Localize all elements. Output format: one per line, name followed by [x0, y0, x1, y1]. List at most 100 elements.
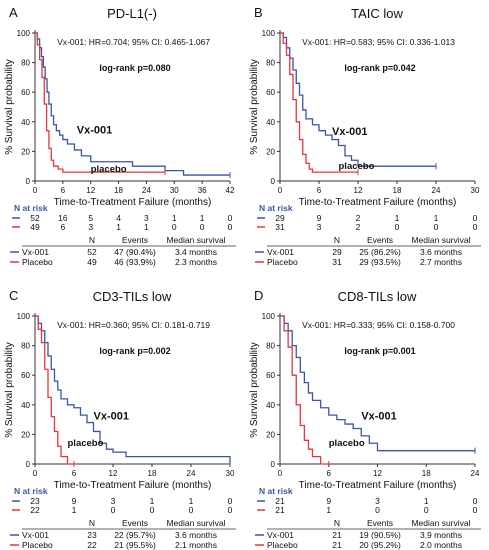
vx001-curve-label: Vx-001	[332, 126, 367, 138]
placebo-survival-curve	[280, 32, 358, 173]
risk-placebo-value: 49	[30, 222, 40, 232]
y-tick-label: 40	[21, 401, 30, 410]
x-tick-label: 24	[187, 469, 196, 478]
n-at-risk-title: N at risk	[14, 486, 48, 496]
table-cell: 31	[332, 257, 342, 267]
risk-vx-value: 9	[326, 496, 331, 506]
risk-placebo-value: 0	[150, 505, 155, 515]
risk-placebo-value: 1	[72, 505, 77, 515]
table-cell: 21 (95.5%)	[114, 540, 156, 550]
vx001-curve-label: Vx-001	[361, 411, 396, 423]
risk-placebo-value: 0	[395, 222, 400, 232]
table-header: Events	[122, 518, 148, 528]
y-tick-label: 0	[271, 460, 276, 469]
vx001-curve-label: Vx-001	[94, 411, 129, 423]
table-cell: 2.1 months	[175, 540, 217, 550]
x-tick-label: 30	[170, 186, 179, 195]
risk-placebo-value: 22	[30, 505, 40, 515]
x-tick-label: 12	[354, 186, 363, 195]
x-tick-label: 30	[471, 186, 480, 195]
x-tick-label: 6	[61, 186, 66, 195]
placebo-curve-label: placebo	[68, 438, 104, 449]
table-header: Median survival	[166, 235, 225, 245]
table-cell: 21	[332, 530, 342, 540]
y-tick-label: 80	[21, 59, 30, 68]
table-cell: 19 (90.5%)	[359, 530, 401, 540]
table-header: Median survival	[411, 235, 470, 245]
risk-placebo-value: 0	[424, 505, 429, 515]
risk-vx-value: 5	[88, 213, 93, 223]
table-cell: 2.3 months	[175, 257, 217, 267]
vx001-survival-curve	[35, 32, 230, 176]
y-tick-label: 100	[262, 312, 276, 321]
risk-placebo-value: 31	[275, 222, 285, 232]
y-tick-label: 80	[21, 342, 30, 351]
risk-placebo-value: 0	[172, 222, 177, 232]
x-axis-label: Time-to-Treatment Failure (months)	[54, 480, 212, 491]
y-tick-label: 60	[266, 371, 275, 380]
table-cell: 29 (93.5%)	[359, 257, 401, 267]
vx001-survival-curve	[280, 315, 475, 452]
x-tick-label: 0	[33, 186, 38, 195]
x-tick-label: 42	[226, 186, 235, 195]
x-tick-label: 0	[33, 469, 38, 478]
placebo-curve-label: placebo	[91, 164, 127, 175]
risk-placebo-value: 0	[228, 222, 233, 232]
panel-title: PD-L1(-)	[107, 6, 157, 21]
table-header: N	[89, 518, 95, 528]
y-tick-label: 0	[26, 177, 31, 186]
n-at-risk-title: N at risk	[14, 203, 48, 213]
panel-title: TAIC low	[351, 6, 403, 21]
risk-placebo-value: 0	[189, 505, 194, 515]
risk-placebo-value: 1	[116, 222, 121, 232]
panel-letter: B	[254, 5, 263, 20]
x-tick-label: 18	[114, 186, 123, 195]
table-group-name: Vx-001	[22, 530, 49, 540]
x-tick-label: 24	[142, 186, 151, 195]
risk-placebo-value: 0	[375, 505, 380, 515]
risk-vx-value: 0	[473, 213, 478, 223]
risk-vx-value: 3	[111, 496, 116, 506]
risk-vx-value: 16	[58, 213, 68, 223]
x-tick-label: 6	[327, 469, 332, 478]
risk-placebo-value: 3	[317, 222, 322, 232]
placebo-survival-curve	[35, 315, 74, 465]
hr-annotation: Vx-001: HR=0.333; 95% CI: 0.158-0.700	[302, 320, 455, 330]
risk-vx-value: 1	[189, 496, 194, 506]
logrank-annotation: log-rank p=0.042	[344, 63, 415, 73]
risk-vx-value: 23	[30, 496, 40, 506]
table-header: Median survival	[411, 518, 470, 528]
table-cell: 47 (90.4%)	[114, 247, 156, 257]
table-cell: 20 (95.2%)	[359, 540, 401, 550]
table-group-name: Placebo	[267, 540, 298, 550]
placebo-survival-curve	[35, 32, 165, 173]
x-tick-label: 12	[109, 469, 118, 478]
table-header: N	[89, 235, 95, 245]
y-axis-label: % Survival probability	[249, 59, 260, 155]
x-tick-label: 36	[198, 186, 207, 195]
placebo-survival-curve	[280, 315, 329, 465]
table-group-name: Placebo	[22, 257, 53, 267]
table-header: N	[334, 235, 340, 245]
x-tick-label: 24	[432, 186, 441, 195]
x-axis-label: Time-to-Treatment Failure (months)	[299, 480, 457, 491]
risk-vx-value: 1	[424, 496, 429, 506]
risk-vx-value: 0	[228, 496, 233, 506]
risk-placebo-value: 21	[275, 505, 285, 515]
table-group-name: Vx-001	[267, 247, 294, 257]
risk-vx-value: 1	[150, 496, 155, 506]
risk-placebo-value: 6	[60, 222, 65, 232]
table-group-name: Vx-001	[22, 247, 49, 257]
table-header: Events	[122, 235, 148, 245]
risk-vx-value: 0	[228, 213, 233, 223]
risk-placebo-value: 0	[228, 505, 233, 515]
risk-vx-value: 1	[434, 213, 439, 223]
hr-annotation: Vx-001: HR=0.704; 95% CI: 0.465-1.067	[57, 37, 210, 47]
table-cell: 2.7 months	[420, 257, 462, 267]
risk-placebo-value: 0	[473, 222, 478, 232]
table-cell: 22	[87, 540, 97, 550]
